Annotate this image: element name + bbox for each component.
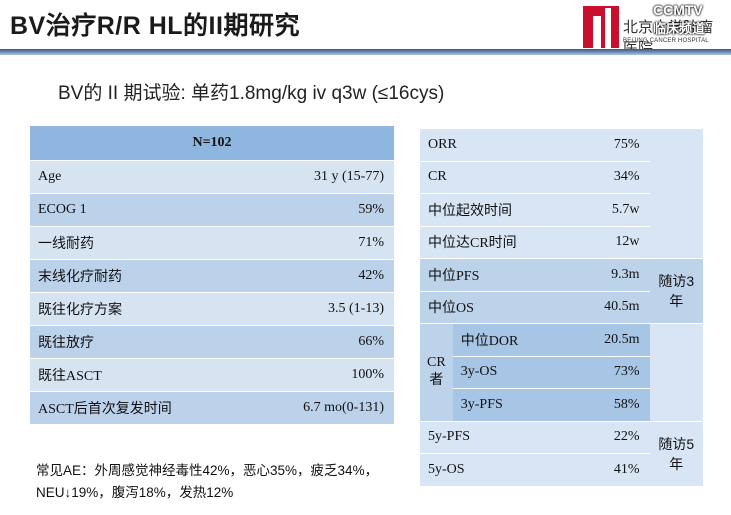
table-header: N=102: [30, 126, 394, 161]
hospital-logo-icon: [583, 6, 619, 48]
row-label: 5y-PFS: [420, 421, 574, 454]
table-row: ORR 75%: [420, 129, 703, 259]
row-value: 59%: [266, 193, 394, 227]
row-label: 3y-PFS: [452, 388, 574, 422]
table-row: 既往化疗方案 3.5 (1-13): [30, 292, 394, 326]
row-value: 100%: [266, 358, 394, 392]
row-value: 41%: [573, 453, 650, 487]
empty-note-cell: [649, 129, 703, 259]
table-row: ECOG 1 59%: [30, 193, 394, 227]
row-label: 既往化疗方案: [30, 292, 266, 326]
title-divider: [0, 49, 731, 55]
table-row: 既往放疗 66%: [30, 325, 394, 359]
row-value: 12w: [573, 226, 650, 259]
table-row: 中位OS 40.5m: [420, 291, 703, 324]
row-value: 6.7 mo(0-131): [266, 391, 394, 425]
row-value: 73%: [573, 356, 650, 389]
row-value: 71%: [266, 226, 394, 260]
adverse-events-note: 常见AE：外周感觉神经毒性42%，恶心35%，疲乏34%， NEU↓19%，腹泻…: [36, 460, 378, 504]
row-value: 3.5 (1-13): [266, 292, 394, 326]
row-value: 42%: [266, 259, 394, 293]
channel-watermark-sub: 临床频道: [653, 21, 706, 36]
table-row: 中位达CR时间 12w: [420, 226, 703, 259]
table-row: 中位起效时间 5.7w: [420, 193, 703, 227]
row-value: 5.7w: [573, 193, 650, 227]
table-row: ASCT后首次复发时间 6.7 mo(0-131): [30, 391, 394, 425]
row-value: 20.5m: [573, 323, 650, 357]
row-label: 既往放疗: [30, 325, 266, 359]
efficacy-table: ORR 75% CR 34% 中位起效时间 5.7w 中位达CR时间 12w 中…: [420, 129, 703, 487]
channel-watermark: CCMTV: [653, 2, 703, 18]
table-row: 3y-PFS 58%: [420, 388, 703, 422]
table-row: CR者 中位DOR 20.5m: [420, 323, 703, 422]
table-row: CR 34%: [420, 161, 703, 194]
row-value: 34%: [573, 161, 650, 194]
row-label: Age: [30, 160, 266, 194]
row-label: CR: [420, 161, 574, 194]
row-label: 一线耐药: [30, 226, 266, 260]
table-row: Age 31 y (15-77): [30, 160, 394, 194]
cr-group-label: CR者: [420, 323, 453, 422]
row-label: 3y-OS: [452, 356, 574, 389]
row-label: 中位PFS: [420, 258, 574, 292]
row-value: 9.3m: [573, 258, 650, 292]
table-row: 既往ASCT 100%: [30, 358, 394, 392]
followup-5y-note: 随访5年: [649, 421, 703, 487]
row-value: 31 y (15-77): [266, 160, 394, 194]
table-row: 5y-PFS 22% 随访5年: [420, 421, 703, 487]
row-label: 中位OS: [420, 291, 574, 324]
table-header-row: N=102: [30, 126, 394, 161]
hospital-logo: 北京大学肿瘤医院 BEIJING CANCER HOSPITAL: [583, 4, 723, 57]
empty-note-cell: [649, 323, 703, 422]
row-label: ASCT后首次复发时间: [30, 391, 266, 425]
row-label: 中位DOR: [452, 323, 574, 357]
row-label: 既往ASCT: [30, 358, 266, 392]
slide-title: BV治疗R/R HL的II期研究: [10, 12, 300, 40]
adverse-events-line-2: NEU↓19%，腹泻18%，发热12%: [36, 485, 234, 500]
row-value: 75%: [573, 129, 650, 162]
row-value: 58%: [573, 388, 650, 422]
hospital-name-en: BEIJING CANCER HOSPITAL: [623, 38, 709, 44]
row-label: ORR: [420, 129, 574, 162]
row-label: 末线化疗耐药: [30, 259, 266, 293]
baseline-table: N=102 Age 31 y (15-77) ECOG 1 59% 一线耐药 7…: [30, 126, 394, 425]
row-label: 5y-OS: [420, 453, 574, 487]
slide-subtitle: BV的 II 期试验: 单药1.8mg/kg iv q3w (≤16cys): [58, 83, 445, 104]
table-row: 5y-OS 41%: [420, 453, 703, 487]
followup-3y-note: 随访3年: [649, 258, 703, 324]
table-row: 末线化疗耐药 42%: [30, 259, 394, 293]
table-row: 中位PFS 9.3m 随访3年: [420, 258, 703, 324]
row-label: ECOG 1: [30, 193, 266, 227]
adverse-events-line-1: 常见AE：外周感觉神经毒性42%，恶心35%，疲乏34%，: [36, 463, 379, 478]
row-label: 中位达CR时间: [420, 226, 574, 259]
table-row: 一线耐药 71%: [30, 226, 394, 260]
row-label: 中位起效时间: [420, 193, 574, 227]
row-value: 66%: [266, 325, 394, 359]
row-value: 40.5m: [573, 291, 650, 324]
row-value: 22%: [573, 421, 650, 454]
table-row: 3y-OS 73%: [420, 356, 703, 389]
